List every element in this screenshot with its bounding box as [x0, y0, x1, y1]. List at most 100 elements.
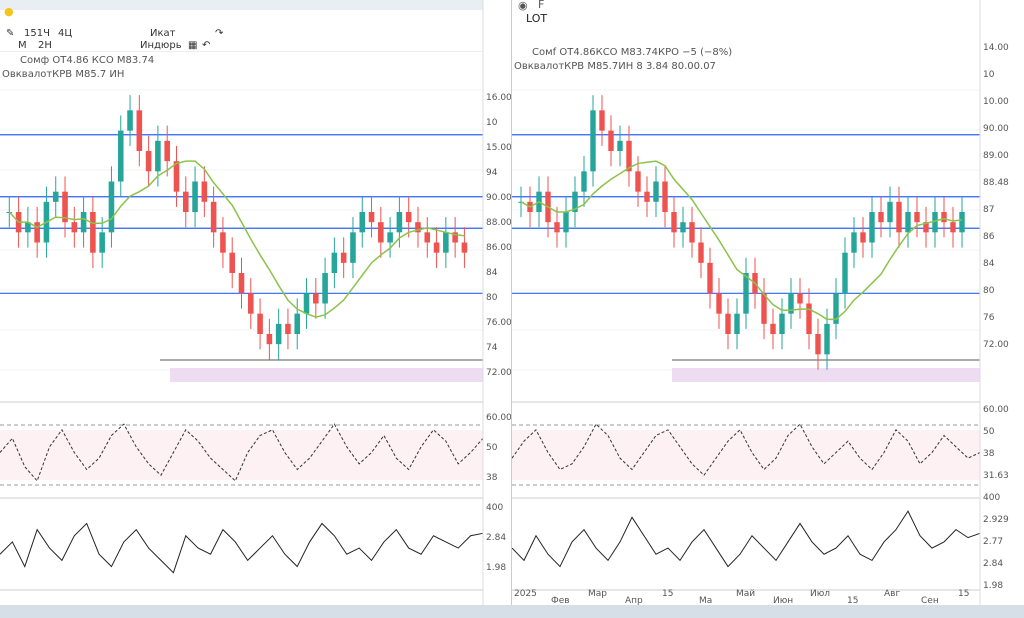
candle-body — [201, 181, 208, 202]
interval-button[interactable]: 151Ч — [24, 28, 50, 39]
time-axis-label: 2025 — [514, 589, 537, 599]
price-axis-label: 60.00 — [983, 405, 1009, 415]
candle-body — [761, 293, 767, 324]
price-axis-label: 94 — [486, 168, 498, 178]
price-axis-label: 1.98 — [486, 563, 506, 573]
price-axis-label: 89.00 — [983, 151, 1009, 161]
oscillator-1-line — [512, 423, 981, 476]
redo-icon[interactable]: ↷ — [215, 28, 224, 39]
candle-body — [842, 252, 848, 294]
candle-body — [878, 212, 884, 223]
candle-body — [770, 323, 776, 334]
candle-body — [71, 222, 78, 233]
candle-body — [617, 140, 623, 151]
candle-body — [734, 313, 740, 334]
candle-body — [368, 212, 375, 223]
candle-body — [248, 293, 254, 314]
price-axis-label: 10 — [486, 118, 498, 128]
price-axis-label: 88.00 — [486, 218, 512, 228]
purple-zone — [170, 368, 490, 382]
candle-body — [62, 191, 68, 223]
price-axis-label: 84 — [486, 268, 498, 278]
candle-body — [415, 222, 421, 233]
candle-body — [294, 313, 301, 334]
candle-body — [635, 171, 641, 192]
candle-body — [350, 232, 356, 263]
candle-body — [572, 191, 578, 212]
candle-body — [220, 232, 226, 253]
window-top-bar — [0, 0, 511, 10]
candle-body — [626, 140, 632, 172]
candle-body — [303, 293, 310, 314]
pencil-icon[interactable]: ✎ — [6, 28, 15, 39]
candle-body — [563, 212, 569, 233]
candle-body — [554, 222, 560, 233]
candle-body — [932, 212, 938, 233]
price-axis-label: 38 — [486, 473, 498, 483]
month-button[interactable]: М — [18, 40, 27, 51]
candle-body — [359, 212, 366, 233]
price-axis-label: 87 — [983, 205, 994, 215]
candle-body — [405, 212, 412, 223]
candle-body — [905, 212, 911, 233]
candle-body — [164, 140, 170, 162]
candle-body — [896, 201, 902, 233]
price-axis-label: 1.98 — [983, 581, 1003, 591]
search-icon[interactable]: ◉ — [518, 0, 528, 12]
candle-body — [815, 334, 821, 355]
price-axis-label: 2.929 — [983, 515, 1009, 525]
candle-body — [788, 293, 794, 314]
price-axis-label: 90.00 — [486, 193, 512, 203]
candle-body — [322, 273, 328, 304]
left-chart-pane[interactable]: ● ✎ 151Ч 4Ц Икат М 2Н Индюрь ▦ ↶ ↷ Сомф … — [0, 0, 512, 605]
candle-body — [313, 293, 319, 304]
left-price-chart[interactable]: 16.00 10 15.00 94 90.00 88.00 86.00 84 80 76.00 74… — [0, 0, 512, 605]
layout-grid-icon[interactable]: ▦ — [188, 40, 198, 51]
candle-body — [108, 181, 115, 233]
moving-average-line — [520, 160, 963, 321]
time-axis-label: Сен — [921, 596, 939, 605]
oscillator-band — [512, 430, 980, 480]
candle-body — [266, 334, 273, 345]
price-axis-label: 84 — [983, 259, 995, 269]
time-axis-label: 15 — [847, 596, 858, 605]
right-price-chart[interactable]: 14.00 10 10.00 90.00 89.00 88.48 87 86 84 80 76 72.… — [512, 0, 1024, 605]
indicator-template-button[interactable]: Индюрь — [140, 40, 182, 51]
right-chart-pane[interactable]: ◉ F LOT ⌃ ⚙ ✕ Сомf ОТ4.86КСО М83.74КРО −… — [512, 0, 1024, 605]
price-axis-label: 86 — [983, 232, 995, 242]
legend-line-1: Сомf ОТ4.86КСО М83.74КРО −5 (−8%) — [532, 47, 733, 58]
price-axis-label: 90.00 — [983, 124, 1009, 134]
range-button[interactable]: 4Ц — [58, 28, 73, 39]
symbol-search-label[interactable]: F — [538, 0, 545, 11]
candle-body — [833, 293, 839, 324]
candle-body — [90, 212, 96, 253]
price-axis — [483, 0, 511, 605]
price-axis-label: 80 — [983, 286, 995, 296]
price-axis-label: 50 — [983, 427, 995, 437]
price-axis-label: 80 — [486, 293, 498, 303]
candle-body — [590, 110, 596, 172]
candle-body — [860, 232, 866, 243]
candle-body — [689, 222, 695, 243]
candle-body — [851, 232, 857, 253]
candle-body — [136, 110, 143, 151]
candle-body — [275, 323, 282, 345]
two-hour-button[interactable]: 2Н — [38, 40, 52, 51]
candle-body — [599, 110, 605, 131]
candle-body — [743, 273, 749, 314]
candle-body — [662, 181, 668, 212]
candle-body — [155, 140, 161, 172]
candle-body — [806, 303, 812, 334]
price-axis-label: 86.00 — [486, 243, 512, 253]
price-axis-label: 76.00 — [486, 318, 512, 328]
candle-body — [644, 191, 650, 202]
price-axis-label: 10 — [983, 70, 995, 80]
candle-body — [80, 212, 87, 233]
price-axis-label: 88.48 — [983, 178, 1009, 188]
candle-body — [887, 201, 893, 223]
undo-icon[interactable]: ↶ — [202, 40, 211, 51]
candle-body — [869, 212, 875, 243]
indicators-button[interactable]: Икат — [150, 28, 176, 39]
time-axis-label: Апр — [625, 596, 643, 605]
candle-body — [285, 323, 291, 334]
